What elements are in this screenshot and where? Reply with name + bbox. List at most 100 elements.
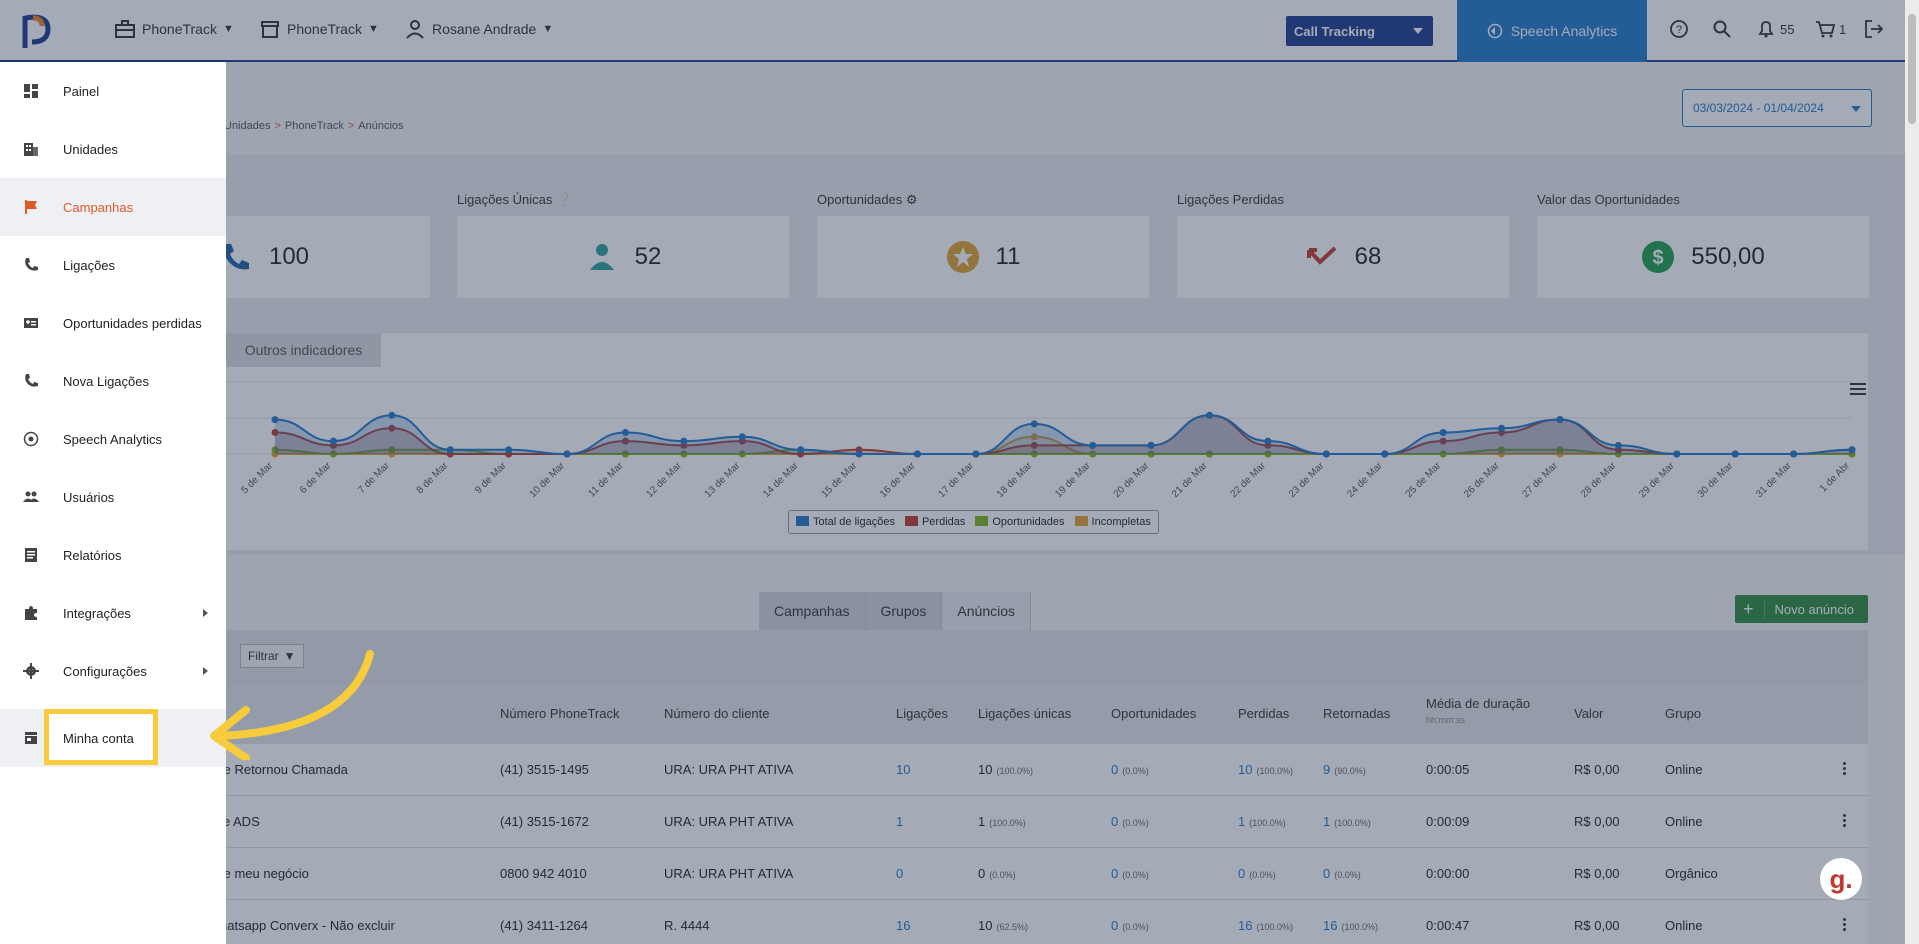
data-point[interactable] bbox=[1439, 429, 1447, 436]
sidebar-item-ligacoes[interactable]: Ligações bbox=[0, 236, 226, 294]
data-point[interactable] bbox=[1790, 450, 1798, 458]
cell-lost[interactable]: 0 (0.0%) bbox=[1238, 866, 1276, 881]
col-returned[interactable]: Retornadas bbox=[1323, 706, 1391, 721]
scrollbar[interactable] bbox=[1905, 0, 1919, 944]
cell-lost[interactable]: 1 (100.0%) bbox=[1238, 814, 1286, 829]
tab-anuncios[interactable]: Anúncios bbox=[942, 592, 1032, 630]
search-button[interactable] bbox=[1711, 18, 1733, 40]
cell-opps[interactable]: 0 (0.0%) bbox=[1111, 814, 1149, 829]
sidebar-item-integracoes[interactable]: Integrações bbox=[0, 584, 226, 642]
phonetrack-logo[interactable] bbox=[20, 12, 54, 50]
row-menu-icon[interactable] bbox=[1843, 812, 1847, 829]
col-group[interactable]: Grupo bbox=[1665, 706, 1702, 721]
sidebar-item-painel[interactable]: Painel bbox=[0, 62, 226, 120]
notifications-button[interactable]: 55 bbox=[1755, 18, 1794, 40]
breadcrumb-item[interactable]: Unidades bbox=[224, 120, 271, 132]
data-point[interactable] bbox=[388, 446, 396, 454]
data-point[interactable] bbox=[855, 450, 863, 458]
help-button[interactable]: ? bbox=[1668, 18, 1690, 40]
user-menu[interactable]: Rosane Andrade ▼ bbox=[404, 19, 553, 39]
col-unique-calls[interactable]: Ligações únicas bbox=[978, 706, 1072, 721]
data-point[interactable] bbox=[680, 450, 688, 458]
cell-opps[interactable]: 0 (0.0%) bbox=[1111, 762, 1149, 777]
minha-conta-highlight[interactable]: Minha conta bbox=[44, 709, 158, 765]
col-calls[interactable]: Ligações bbox=[896, 706, 949, 721]
data-point[interactable] bbox=[1030, 441, 1038, 449]
data-point[interactable] bbox=[680, 437, 688, 445]
data-point[interactable] bbox=[1030, 450, 1038, 458]
data-point[interactable] bbox=[797, 446, 805, 454]
sidebar-item-speech-analytics[interactable]: Speech Analytics bbox=[0, 410, 226, 468]
speech-analytics-button[interactable]: Speech Analytics bbox=[1457, 0, 1647, 62]
row-menu-icon[interactable] bbox=[1843, 916, 1847, 933]
cell-returned[interactable]: 9 (90.0%) bbox=[1323, 762, 1366, 777]
data-point[interactable] bbox=[738, 450, 746, 458]
cell-opps[interactable]: 0 (0.0%) bbox=[1111, 866, 1149, 881]
data-point[interactable] bbox=[1498, 446, 1506, 454]
help-icon[interactable]: ❔ bbox=[556, 192, 573, 207]
cell-returned[interactable]: 0 (0.0%) bbox=[1323, 866, 1361, 881]
data-point[interactable] bbox=[1498, 424, 1506, 432]
legend-item[interactable]: Perdidas bbox=[904, 516, 965, 528]
data-point[interactable] bbox=[1089, 441, 1097, 449]
sidebar-item-campanhas[interactable]: Campanhas bbox=[0, 178, 226, 236]
filter-button[interactable]: Filtrar ▼ bbox=[240, 644, 304, 668]
date-range-picker[interactable]: 03/03/2024 - 01/04/2024 bbox=[1682, 89, 1872, 127]
data-point[interactable] bbox=[271, 446, 279, 454]
product-select[interactable]: Call Tracking bbox=[1286, 16, 1433, 46]
data-point[interactable] bbox=[621, 450, 629, 458]
data-point[interactable] bbox=[329, 450, 337, 458]
tab-grupos[interactable]: Grupos bbox=[865, 592, 943, 630]
data-point[interactable] bbox=[1030, 433, 1038, 441]
data-point[interactable] bbox=[913, 450, 921, 458]
row-menu-icon[interactable] bbox=[1843, 760, 1847, 777]
cell-lost[interactable]: 16 (100.0%) bbox=[1238, 918, 1293, 933]
data-point[interactable] bbox=[972, 450, 980, 458]
legend-item[interactable]: Oportunidades bbox=[975, 516, 1065, 528]
sidebar-item-oportunidades-perdidas[interactable]: Oportunidades perdidas bbox=[0, 294, 226, 352]
data-point[interactable] bbox=[621, 437, 629, 445]
data-point[interactable] bbox=[329, 437, 337, 445]
data-point[interactable] bbox=[1381, 450, 1389, 458]
sidebar-item-usuarios[interactable]: Usuários bbox=[0, 468, 226, 526]
data-point[interactable] bbox=[1147, 441, 1155, 449]
sidebar-item-nova-ligacoes[interactable]: Nova Ligações bbox=[0, 352, 226, 410]
col-value[interactable]: Valor bbox=[1574, 706, 1604, 721]
legend-item[interactable]: Incompletas bbox=[1074, 516, 1151, 528]
data-point[interactable] bbox=[563, 450, 571, 458]
col-lost[interactable]: Perdidas bbox=[1238, 706, 1290, 721]
sidebar-item-relatorios[interactable]: Relatórios bbox=[0, 526, 226, 584]
col-avg-duration[interactable]: Média de duração hh:mm:ss bbox=[1426, 696, 1531, 725]
data-point[interactable] bbox=[1147, 450, 1155, 458]
breadcrumb-item[interactable]: PhoneTrack bbox=[284, 120, 344, 132]
data-point[interactable] bbox=[1848, 446, 1856, 454]
support-widget-icon[interactable]: g. bbox=[1820, 858, 1862, 900]
col-client-number[interactable]: Número do cliente bbox=[664, 706, 770, 721]
cell-returned[interactable]: 16 (100.0%) bbox=[1323, 918, 1378, 933]
cart-button[interactable]: 1 bbox=[1814, 18, 1846, 40]
data-point[interactable] bbox=[1673, 450, 1681, 458]
tab-campanhas[interactable]: Campanhas bbox=[759, 592, 866, 630]
data-point[interactable] bbox=[271, 416, 279, 424]
data-point[interactable] bbox=[1439, 437, 1447, 445]
data-point[interactable] bbox=[1206, 411, 1214, 419]
data-point[interactable] bbox=[1322, 450, 1330, 458]
unit-selector[interactable]: PhoneTrack ▼ bbox=[259, 19, 379, 39]
data-point[interactable] bbox=[1614, 441, 1622, 449]
data-point[interactable] bbox=[446, 446, 454, 454]
data-point[interactable] bbox=[1439, 450, 1447, 458]
cell-calls[interactable]: 1 bbox=[896, 814, 904, 829]
data-point[interactable] bbox=[621, 429, 629, 436]
cell-calls[interactable]: 10 bbox=[896, 762, 911, 777]
data-point[interactable] bbox=[271, 429, 279, 436]
data-point[interactable] bbox=[1089, 450, 1097, 458]
data-point[interactable] bbox=[388, 411, 396, 419]
gear-icon[interactable]: ⚙ bbox=[905, 192, 918, 207]
logout-button[interactable] bbox=[1863, 18, 1885, 40]
cell-returned[interactable]: 1 (100.0%) bbox=[1323, 814, 1371, 829]
data-point[interactable] bbox=[1030, 420, 1038, 428]
new-ad-button[interactable]: + Novo anúncio bbox=[1735, 595, 1868, 623]
data-point[interactable] bbox=[1206, 450, 1214, 458]
data-point[interactable] bbox=[1264, 437, 1272, 445]
